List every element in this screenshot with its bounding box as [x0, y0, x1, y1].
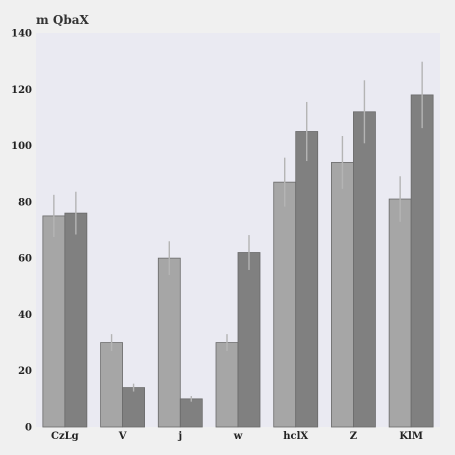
x-tick-label: j [177, 431, 182, 442]
bar [122, 387, 145, 428]
y-axis-ticks: 0 20 40 60 80 100 120 140 [11, 29, 32, 434]
y-tick-label: 40 [18, 310, 32, 321]
bar [179, 398, 203, 428]
y-axis-label: m QbaX [36, 13, 89, 27]
y-tick-label: 60 [18, 254, 32, 265]
y-tick-label: 0 [25, 423, 32, 434]
bar [273, 181, 297, 428]
y-tick-label: 100 [11, 141, 32, 152]
bar [237, 252, 261, 428]
x-tick-label: CzLg [51, 431, 79, 442]
y-tick-label: 20 [18, 366, 32, 377]
bar-series [42, 94, 434, 428]
x-tick-label: Z [350, 431, 357, 442]
x-tick-label: w [233, 431, 243, 442]
y-tick-label: 80 [18, 197, 32, 208]
bar [64, 212, 88, 428]
bar [215, 342, 239, 428]
bar [295, 131, 319, 428]
bar [42, 215, 66, 428]
x-tick-label: V [118, 431, 127, 442]
x-tick-label: hclX [283, 431, 308, 442]
bar [388, 198, 412, 428]
bar [410, 94, 434, 428]
bar [331, 162, 354, 428]
y-tick-label: 120 [11, 85, 32, 96]
y-tick-label: 140 [11, 29, 32, 40]
bar [353, 111, 376, 428]
bar [100, 342, 123, 428]
bar [157, 257, 181, 428]
x-tick-label: KlM [399, 431, 423, 442]
error-bars [53, 61, 423, 402]
